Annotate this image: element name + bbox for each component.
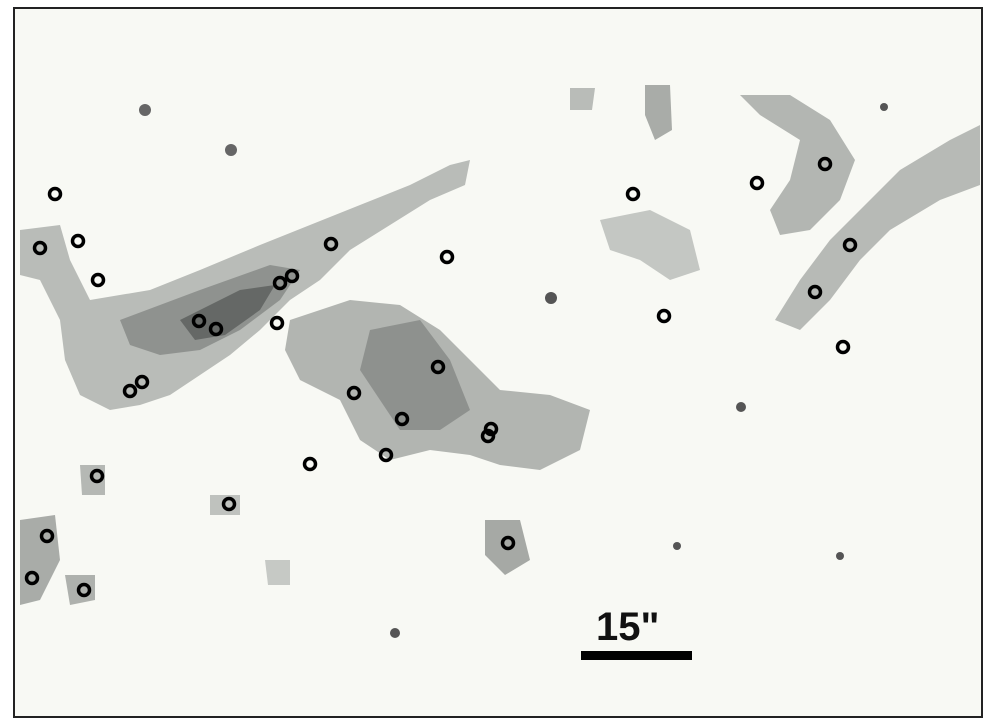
source (225, 144, 237, 156)
source (545, 292, 557, 304)
source (836, 552, 844, 560)
source (390, 628, 400, 638)
source (139, 104, 151, 116)
sky-map: 15" (0, 0, 983, 718)
page: 15" (() => { const data = JSON.parse(doc… (0, 0, 983, 718)
patch (570, 88, 595, 110)
source (880, 103, 888, 111)
source (736, 402, 746, 412)
scale-bar-label: 15" (596, 605, 659, 649)
source (673, 542, 681, 550)
patch (265, 560, 290, 585)
scale-bar-line (581, 651, 692, 660)
